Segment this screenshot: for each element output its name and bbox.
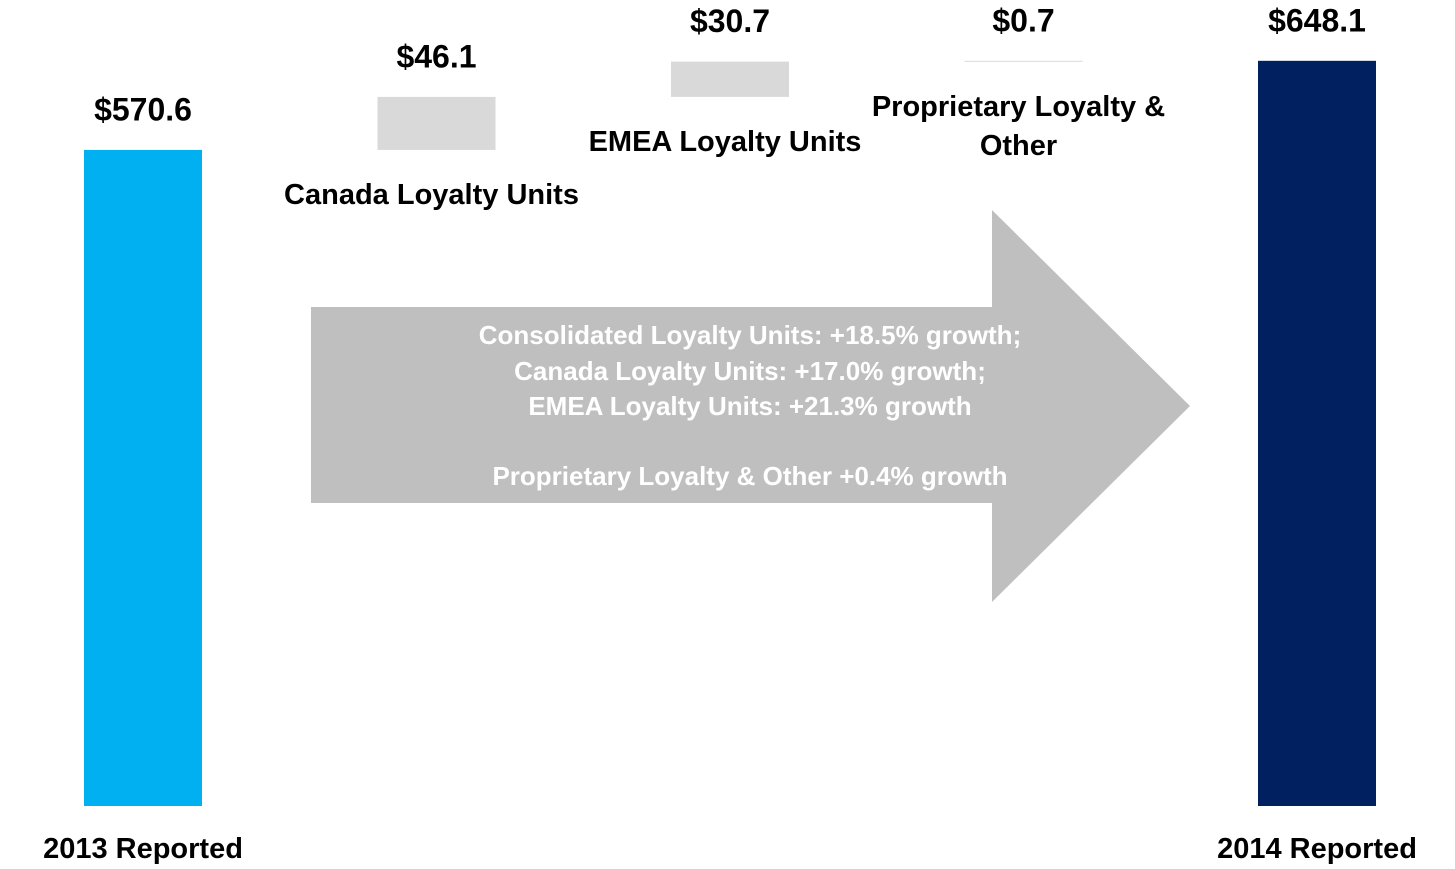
category-label: Proprietary Loyalty & Other bbox=[871, 90, 1166, 162]
value-label: $570.6 bbox=[94, 91, 192, 127]
annotation: Proprietary Loyalty & Other +0.4% growth bbox=[492, 461, 1007, 491]
category-label: Canada Loyalty Units bbox=[284, 178, 579, 211]
bar bbox=[671, 61, 789, 97]
category-label: EMEA Loyalty Units bbox=[588, 125, 862, 158]
category-label: 2013 Reported bbox=[43, 833, 243, 865]
value-label: $648.1 bbox=[1268, 2, 1366, 38]
bar bbox=[84, 149, 202, 806]
bar bbox=[377, 96, 496, 150]
growth-arrow bbox=[311, 210, 1190, 602]
value-label: $30.7 bbox=[690, 3, 770, 39]
bar bbox=[1258, 60, 1376, 807]
category-label: 2014 Reported bbox=[1217, 833, 1417, 865]
bar bbox=[964, 60, 1083, 62]
annotation: Consolidated Loyalty Units: +18.5% growt… bbox=[479, 320, 1021, 350]
value-label: $0.7 bbox=[992, 2, 1054, 38]
value-label: $46.1 bbox=[396, 38, 476, 74]
annotation: EMEA Loyalty Units: +21.3% growth bbox=[528, 391, 971, 421]
annotation: Canada Loyalty Units: +17.0% growth; bbox=[514, 356, 986, 386]
